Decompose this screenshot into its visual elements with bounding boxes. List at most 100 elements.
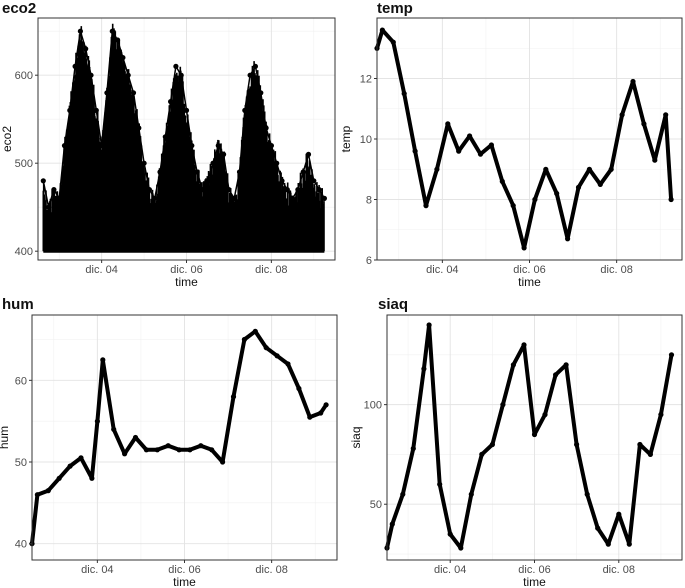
plot-background	[387, 315, 682, 560]
data-point	[421, 366, 427, 372]
data-point	[221, 151, 227, 157]
data-point	[390, 39, 396, 45]
data-point	[187, 447, 193, 453]
x-axis-label: time	[175, 275, 198, 289]
data-point	[141, 160, 147, 166]
data-point	[215, 143, 221, 149]
data-point	[88, 72, 94, 78]
data-point	[56, 195, 62, 201]
plot-background	[377, 18, 682, 260]
data-point	[307, 414, 313, 420]
chart-title: temp	[377, 0, 413, 17]
data-point	[100, 357, 106, 363]
data-point	[120, 55, 126, 61]
data-point	[616, 511, 622, 517]
x-tick-label: dic. 06	[513, 264, 545, 276]
data-point	[83, 46, 89, 52]
data-point	[40, 178, 46, 184]
x-tick-label: dic. 04	[434, 564, 466, 576]
data-point	[321, 195, 327, 201]
data-point	[316, 187, 322, 193]
data-point	[300, 169, 306, 175]
plot-background	[38, 18, 335, 260]
data-point	[61, 143, 68, 149]
y-tick-label: 500	[15, 158, 33, 170]
data-point	[89, 475, 95, 481]
data-point	[111, 426, 117, 432]
data-point	[563, 362, 569, 368]
data-point	[152, 195, 158, 201]
plot-background	[32, 315, 337, 560]
data-point	[226, 187, 232, 193]
data-point	[290, 195, 296, 201]
data-point	[231, 195, 237, 201]
data-point	[274, 160, 280, 166]
data-point	[189, 143, 195, 149]
data-point	[146, 187, 152, 193]
data-point	[29, 541, 35, 547]
data-point	[99, 143, 105, 149]
data-point	[426, 322, 432, 328]
data-point	[521, 245, 527, 251]
data-point	[143, 447, 149, 453]
data-point	[574, 441, 580, 448]
data-point	[125, 72, 131, 78]
data-point	[45, 488, 51, 494]
data-point	[122, 451, 128, 457]
data-point	[468, 491, 474, 497]
data-point	[183, 107, 190, 113]
data-point	[575, 184, 582, 190]
data-point	[178, 72, 184, 78]
data-point	[165, 443, 171, 449]
data-point	[384, 545, 390, 551]
data-point	[647, 451, 654, 457]
data-point	[630, 78, 636, 85]
x-axis-label: time	[523, 575, 546, 588]
data-point	[168, 99, 174, 105]
data-point	[543, 166, 549, 172]
data-point	[447, 531, 453, 537]
y-tick-label: 600	[15, 70, 33, 82]
data-point	[258, 90, 264, 96]
data-point	[247, 72, 253, 78]
data-point	[445, 121, 451, 127]
data-point	[412, 148, 418, 154]
data-point	[668, 196, 674, 203]
data-point	[318, 410, 324, 416]
data-point	[279, 178, 285, 184]
y-tick-label: 40	[15, 539, 27, 551]
y-axis-label: eco2	[0, 126, 14, 152]
data-point	[132, 434, 139, 441]
data-point	[296, 385, 302, 392]
data-point	[597, 181, 603, 187]
data-point	[230, 394, 237, 400]
data-point	[554, 190, 560, 197]
data-point	[565, 236, 571, 242]
data-point	[553, 372, 559, 378]
data-point	[595, 525, 601, 531]
data-point	[51, 187, 57, 193]
x-tick-label: dic. 08	[603, 564, 635, 576]
x-tick-label: dic. 06	[170, 264, 202, 276]
series-line	[385, 323, 674, 550]
panel-border	[31, 314, 338, 561]
data-point	[67, 107, 73, 113]
data-point	[658, 412, 664, 418]
data-point	[641, 121, 647, 127]
data-point	[157, 169, 163, 175]
data-point	[295, 187, 301, 193]
data-point	[626, 541, 632, 547]
x-tick-label: dic. 08	[600, 264, 632, 276]
data-point	[209, 447, 215, 453]
data-point	[176, 447, 182, 453]
data-point	[510, 203, 516, 209]
data-point	[521, 342, 527, 348]
data-point	[389, 521, 395, 527]
x-axis-label: time	[173, 575, 196, 588]
y-tick-label: 60	[15, 375, 27, 387]
data-point	[263, 125, 269, 131]
data-point	[94, 418, 100, 424]
